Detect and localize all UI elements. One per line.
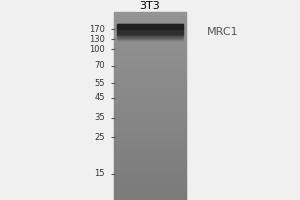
Text: 170: 170 <box>89 24 105 33</box>
Text: 25: 25 <box>94 132 105 142</box>
Text: 45: 45 <box>94 94 105 102</box>
Text: 100: 100 <box>89 45 105 53</box>
Text: 70: 70 <box>94 62 105 71</box>
Text: 3T3: 3T3 <box>140 1 160 11</box>
Text: 15: 15 <box>94 170 105 178</box>
Text: 55: 55 <box>94 78 105 88</box>
Text: 130: 130 <box>89 34 105 44</box>
Text: MRC1: MRC1 <box>207 27 238 37</box>
Text: 35: 35 <box>94 114 105 122</box>
